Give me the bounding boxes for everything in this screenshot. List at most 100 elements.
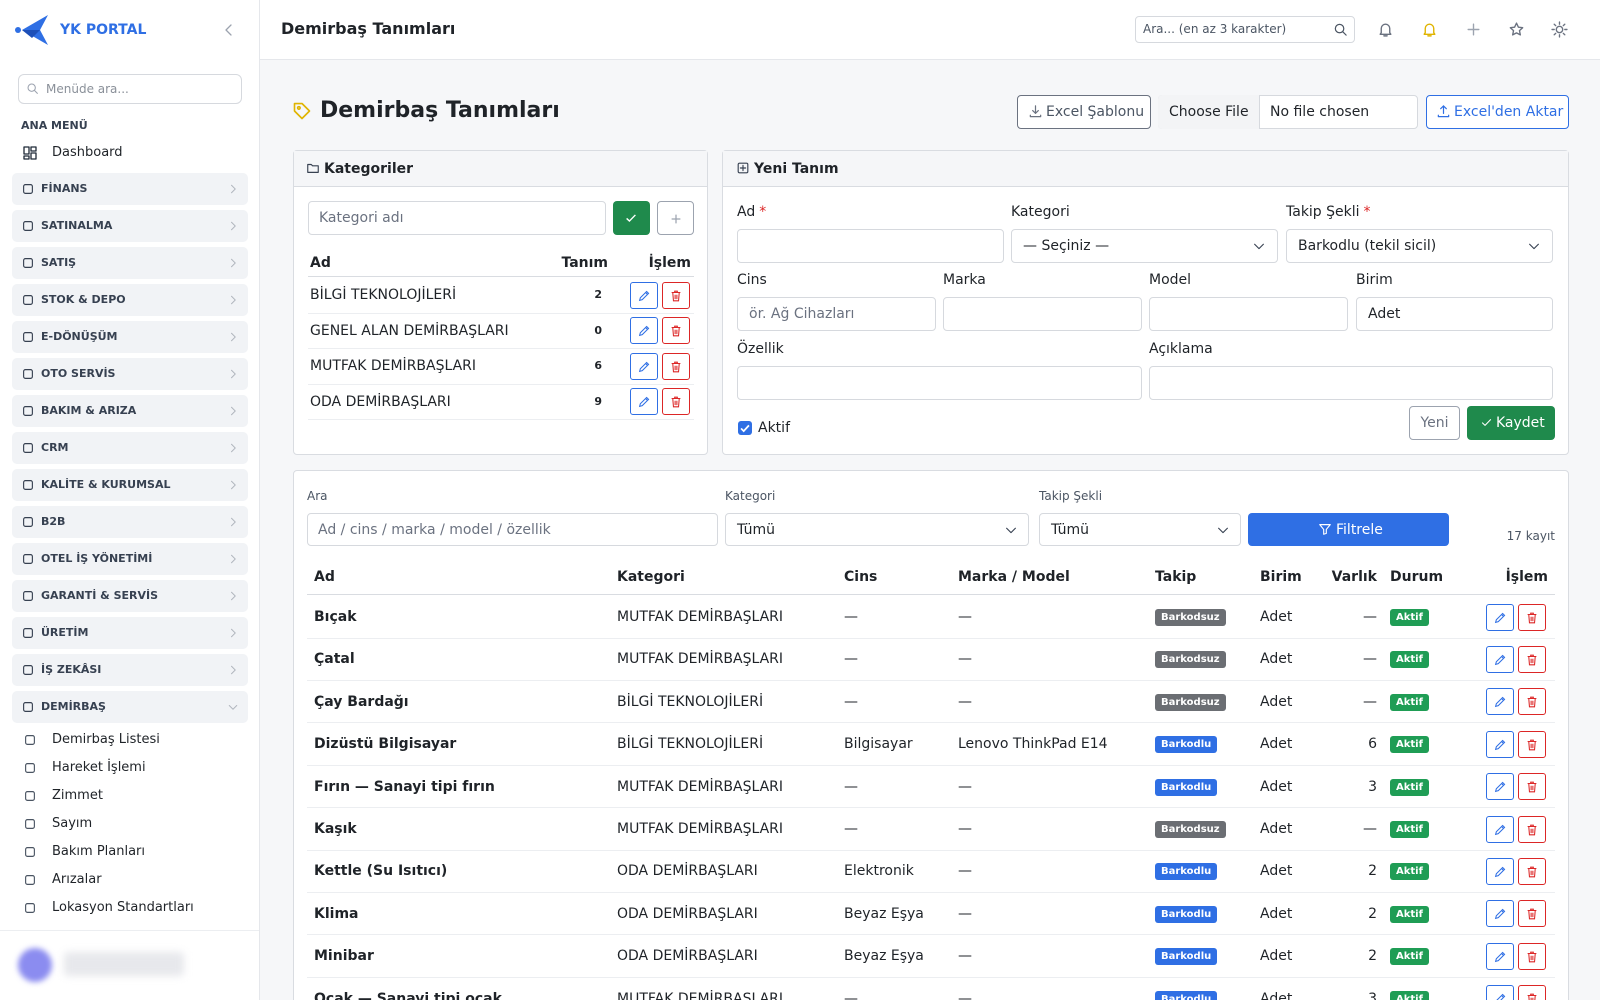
theme-toggle[interactable] bbox=[1551, 21, 1568, 38]
add[interactable] bbox=[1465, 21, 1482, 38]
nav-group-label[interactable]: ÜRETİM bbox=[41, 626, 89, 639]
delete-button[interactable] bbox=[1518, 942, 1546, 970]
nav-group-label[interactable]: GARANTİ & SERVİS bbox=[41, 589, 159, 602]
text-input[interactable] bbox=[1149, 366, 1553, 400]
nav-group[interactable] bbox=[12, 210, 248, 242]
nav-group[interactable] bbox=[12, 321, 248, 353]
button-label[interactable]: Kaydet bbox=[1496, 415, 1545, 431]
active-checkbox[interactable] bbox=[738, 421, 752, 435]
delete-button[interactable] bbox=[1518, 900, 1546, 928]
new-button[interactable] bbox=[1409, 406, 1460, 440]
delete-button[interactable] bbox=[662, 352, 690, 380]
edit-button[interactable] bbox=[1486, 645, 1514, 673]
nav-link[interactable]: Zimmet bbox=[52, 788, 103, 803]
nav-group-label[interactable]: STOK & DEPO bbox=[41, 293, 126, 306]
nav-link[interactable]: Arızalar bbox=[52, 872, 102, 887]
add-category-button[interactable] bbox=[613, 201, 650, 235]
nav-group[interactable] bbox=[12, 469, 248, 501]
nav-link[interactable]: Bakım Planları bbox=[52, 844, 146, 859]
nav-group-label[interactable]: OTO SERVİS bbox=[41, 367, 116, 380]
button-label[interactable]: Excel Şablonu bbox=[1046, 104, 1145, 120]
category-name-input[interactable] bbox=[308, 201, 606, 235]
text-input[interactable] bbox=[737, 297, 936, 331]
nav-group-label[interactable]: KALİTE & KURUMSAL bbox=[41, 478, 171, 491]
button-label[interactable]: Filtrele bbox=[1336, 522, 1383, 538]
sidebar-search[interactable] bbox=[18, 74, 242, 104]
delete-button[interactable] bbox=[1518, 730, 1546, 758]
text-input[interactable] bbox=[1149, 297, 1348, 331]
delete-button[interactable] bbox=[1518, 645, 1546, 673]
nav-group[interactable] bbox=[12, 395, 248, 427]
delete-button[interactable] bbox=[1518, 773, 1546, 801]
tracking-select[interactable] bbox=[1039, 513, 1241, 546]
alerts[interactable] bbox=[1421, 21, 1438, 38]
text-input[interactable] bbox=[737, 229, 1004, 263]
select[interactable] bbox=[1286, 229, 1553, 263]
file-button[interactable]: Choose File bbox=[1169, 104, 1249, 120]
nav-group-label[interactable]: FİNANS bbox=[41, 182, 88, 195]
edit-button[interactable] bbox=[1486, 815, 1514, 843]
excel-import-button[interactable] bbox=[1426, 95, 1569, 129]
edit-button[interactable] bbox=[630, 388, 658, 415]
nav-group-label[interactable]: CRM bbox=[41, 441, 69, 454]
favorites[interactable] bbox=[1508, 21, 1525, 38]
filter-button[interactable] bbox=[1248, 513, 1449, 546]
notifications[interactable] bbox=[1377, 21, 1394, 38]
nav-link[interactable]: Sayım bbox=[52, 816, 93, 831]
edit-button[interactable] bbox=[1486, 985, 1514, 1000]
delete-button[interactable] bbox=[662, 317, 690, 344]
nav-group[interactable] bbox=[12, 691, 248, 723]
nav-group-label[interactable]: B2B bbox=[41, 515, 66, 528]
nav-group-label[interactable]: DEMİRBAŞ bbox=[41, 700, 106, 713]
button-label[interactable]: Excel'den Aktar bbox=[1454, 104, 1564, 120]
nav-group[interactable] bbox=[12, 506, 248, 538]
nav-link[interactable]: Lokasyon Standartları bbox=[52, 900, 194, 915]
nav-group-label[interactable]: SATIŞ bbox=[41, 256, 77, 269]
nav-group[interactable] bbox=[12, 432, 248, 464]
edit-button[interactable] bbox=[1486, 857, 1514, 885]
nav-link[interactable]: Hareket İşlemi bbox=[52, 760, 146, 775]
save-button[interactable] bbox=[1467, 406, 1555, 440]
nav-group[interactable] bbox=[12, 247, 248, 279]
edit-button[interactable] bbox=[630, 281, 658, 309]
delete-button[interactable] bbox=[662, 388, 690, 415]
delete-button[interactable] bbox=[1518, 857, 1546, 885]
delete-button[interactable] bbox=[1518, 603, 1546, 631]
nav-group-label[interactable]: SATINALMA bbox=[41, 219, 113, 232]
text-input[interactable] bbox=[943, 297, 1142, 331]
edit-button[interactable] bbox=[1486, 773, 1514, 801]
delete-button[interactable] bbox=[1518, 985, 1546, 1000]
nav-group-label[interactable]: OTEL İŞ YÖNETİMİ bbox=[41, 552, 153, 565]
text-input[interactable] bbox=[1356, 297, 1553, 331]
nav-group[interactable] bbox=[12, 617, 248, 649]
nav-group[interactable] bbox=[12, 543, 248, 575]
edit-button[interactable] bbox=[630, 352, 658, 380]
nav-group[interactable] bbox=[12, 358, 248, 390]
nav-group[interactable] bbox=[12, 580, 248, 612]
nav-group[interactable] bbox=[12, 654, 248, 686]
search-input[interactable] bbox=[307, 513, 718, 546]
edit-button[interactable] bbox=[630, 317, 658, 344]
nav-group[interactable] bbox=[12, 284, 248, 316]
global-search-icon[interactable] bbox=[1333, 22, 1348, 37]
delete-button[interactable] bbox=[1518, 815, 1546, 843]
edit-button[interactable] bbox=[1486, 900, 1514, 928]
edit-button[interactable] bbox=[1486, 688, 1514, 716]
delete-button[interactable] bbox=[1518, 688, 1546, 716]
text-input[interactable] bbox=[737, 366, 1142, 400]
nav-group[interactable] bbox=[12, 173, 248, 205]
nav-link[interactable]: Dashboard bbox=[52, 145, 123, 160]
nav-link[interactable]: Demirbaş Listesi bbox=[52, 732, 160, 747]
new-category-button[interactable] bbox=[657, 201, 694, 235]
button-label[interactable]: Yeni bbox=[1420, 415, 1449, 431]
edit-button[interactable] bbox=[1486, 603, 1514, 631]
edit-button[interactable] bbox=[1486, 730, 1514, 758]
collapse-sidebar[interactable] bbox=[221, 22, 237, 38]
excel-template-button[interactable] bbox=[1017, 95, 1151, 129]
nav-group-label[interactable]: E-DÖNÜŞÜM bbox=[41, 330, 118, 343]
category-select[interactable] bbox=[725, 513, 1029, 546]
edit-button[interactable] bbox=[1486, 942, 1514, 970]
global-search[interactable] bbox=[1135, 16, 1355, 43]
select[interactable] bbox=[1011, 229, 1278, 263]
nav-group-label[interactable]: BAKIM & ARIZA bbox=[41, 404, 137, 417]
